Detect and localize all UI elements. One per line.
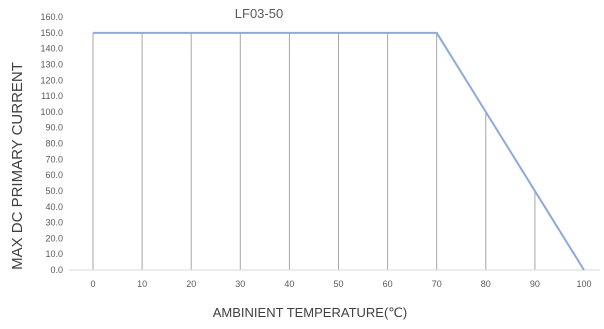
y-tick-label: 10.0	[45, 249, 63, 259]
y-tick-label: 160.0	[40, 12, 63, 22]
x-tick-label: 10	[137, 279, 147, 289]
y-tick-label: 60.0	[45, 170, 63, 180]
y-tick-label: 0.0	[50, 265, 63, 275]
x-tick-label: 0	[90, 279, 95, 289]
y-tick-label: 40.0	[45, 202, 63, 212]
y-tick-label: 150.0	[40, 28, 63, 38]
y-tick-label: 30.0	[45, 218, 63, 228]
y-tick-label: 140.0	[40, 44, 63, 54]
x-tick-label: 30	[235, 279, 245, 289]
x-tick-label: 80	[481, 279, 491, 289]
plot-area	[69, 31, 600, 271]
x-axis-ticks: 0 10 20 30 40 50 60 70 80 90 100	[90, 279, 591, 289]
y-tick-label: 70.0	[45, 154, 63, 164]
y-tick-label: 90.0	[45, 123, 63, 133]
x-tick-label: 60	[383, 279, 393, 289]
x-tick-label: 50	[333, 279, 343, 289]
x-tick-label: 90	[530, 279, 540, 289]
y-tick-label: 100.0	[40, 107, 63, 117]
y-tick-label: 110.0	[41, 91, 63, 101]
y-axis-ticks: 0.0 10.0 20.0 30.0 40.0 50.0 60.0 70.0 80.0 90.0 1…	[40, 12, 63, 275]
series-line	[93, 31, 585, 271]
y-tick-label: 20.0	[45, 233, 63, 243]
x-axis-label: AMBINIENT TEMPERATURE(℃)	[213, 305, 407, 320]
chart-title: LF03-50	[235, 6, 283, 21]
x-tick-label: 70	[432, 279, 442, 289]
x-tick-label: 100	[576, 279, 591, 289]
y-tick-label: 130.0	[40, 59, 63, 69]
x-tick-label: 20	[186, 279, 196, 289]
y-tick-label: 50.0	[45, 186, 63, 196]
y-tick-label: 80.0	[45, 139, 63, 149]
y-tick-label: 120.0	[40, 75, 63, 85]
x-tick-label: 40	[284, 279, 294, 289]
y-axis-label: MAX DC PRIMARY CURRENT	[9, 62, 26, 270]
